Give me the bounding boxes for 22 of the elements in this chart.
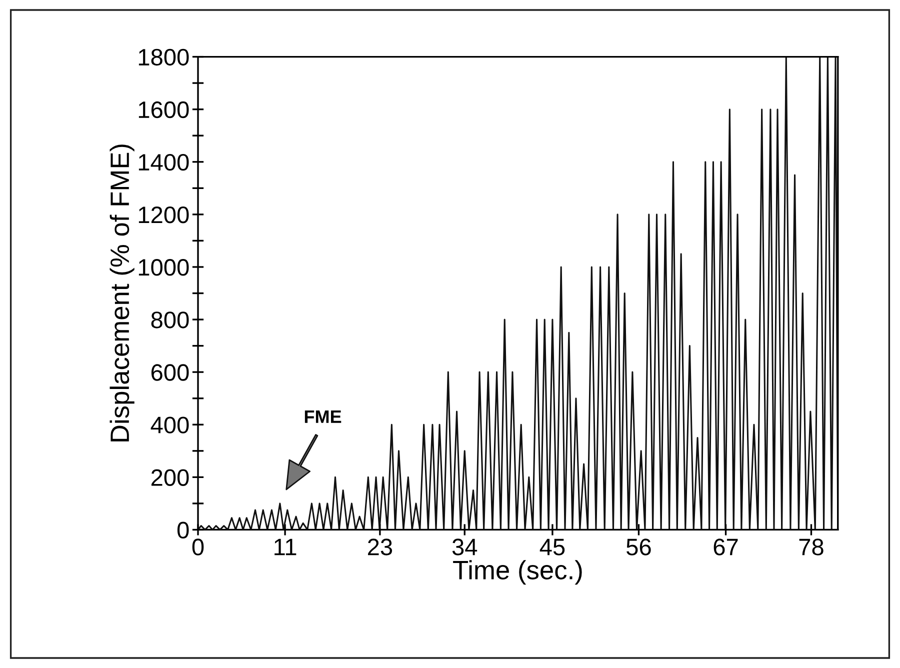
x-tick-label: 45 (540, 538, 565, 556)
x-tick-label: 0 (192, 538, 204, 556)
y-tick-label: 1000 (138, 259, 189, 276)
x-axis-title: Time (sec.) (453, 560, 582, 585)
y-tick-label: 1800 (138, 48, 189, 66)
x-tick-label: 34 (452, 538, 478, 556)
x-tick-label: 23 (368, 538, 392, 556)
y-tick-label: 800 (151, 312, 189, 328)
y-tick-label: 0 (177, 522, 189, 539)
x-tick-label: 67 (714, 538, 738, 556)
y-axis-title: Displacement (% of FME) (110, 144, 134, 442)
annotation: FME (304, 410, 342, 423)
y-tick-label: 600 (151, 364, 189, 381)
x-tick-label: 56 (626, 538, 651, 556)
y-tick-label: 1600 (138, 101, 189, 118)
y-tick-label: 1200 (138, 206, 189, 224)
y-tick-label: 400 (150, 416, 189, 434)
y-tick-label: 200 (151, 469, 189, 486)
y-tick-label: 1400 (138, 154, 189, 171)
x-tick-label: 78 (799, 538, 824, 556)
x-tick-label: 11 (274, 538, 296, 556)
line-series (198, 56, 838, 530)
